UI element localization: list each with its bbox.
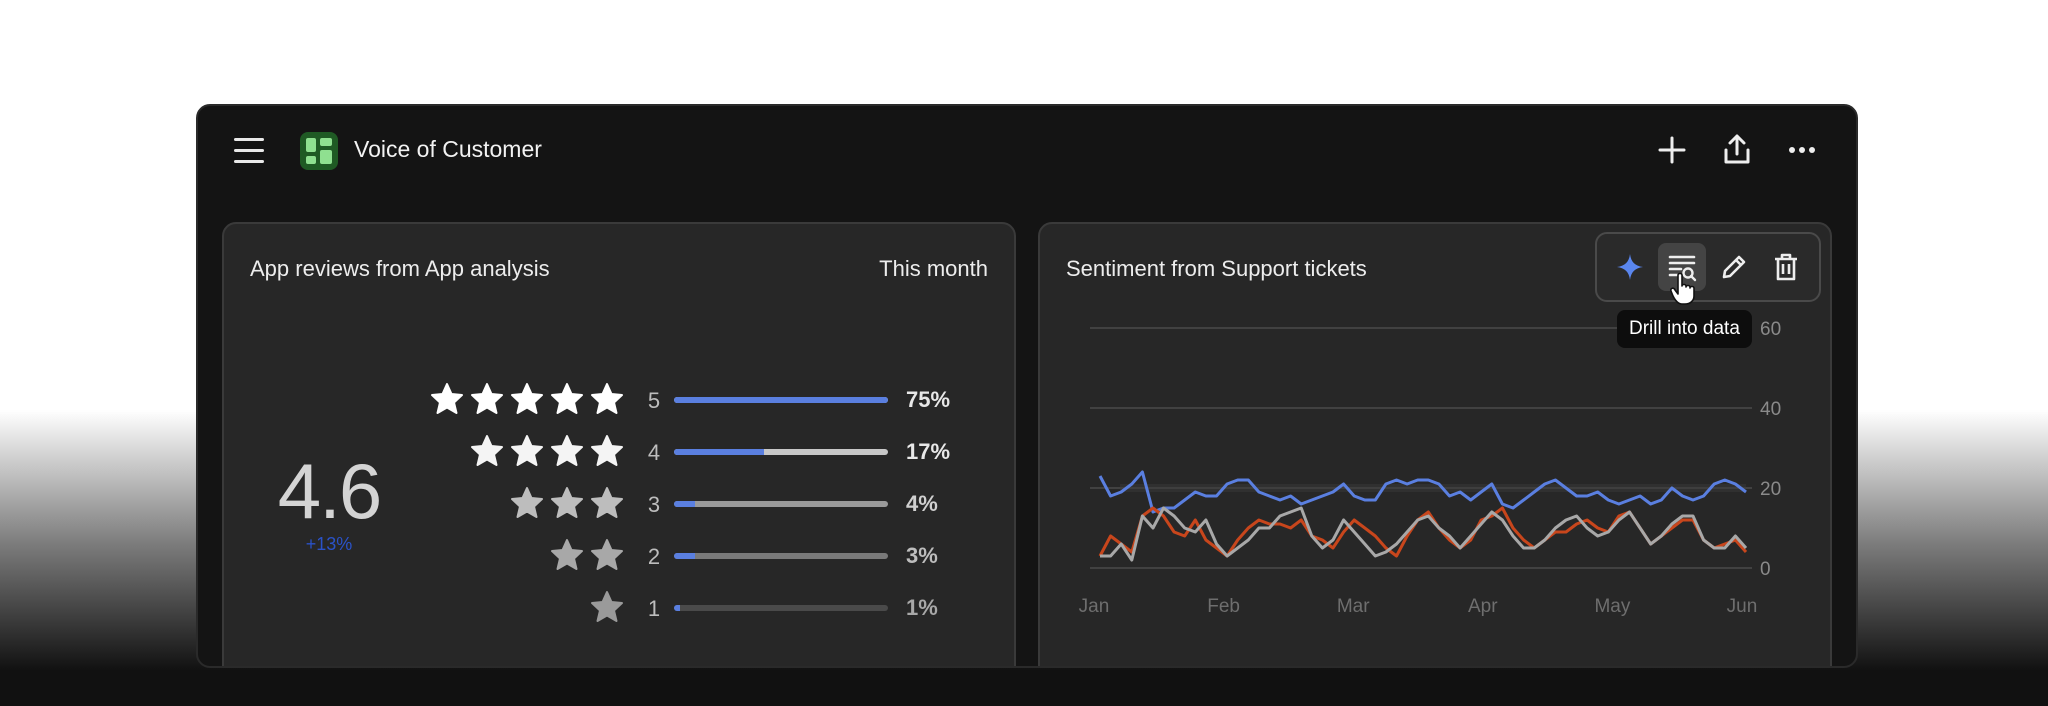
rating-bar-fill [674,449,764,455]
star-icon [551,539,583,570]
star-icon [591,591,623,622]
y-tick-label: 0 [1760,559,1771,580]
star-icon [471,383,503,414]
star-icon [431,383,463,414]
star-icon [551,435,583,466]
edit-pencil-icon[interactable] [1710,243,1758,291]
star-count-label: 1 [647,596,661,621]
star-icon [591,487,623,518]
star-icon [471,435,503,466]
y-tick-label: 60 [1760,319,1781,340]
rating-change: +13% [305,534,353,554]
delete-trash-icon[interactable] [1762,243,1810,291]
dashboard-logo-icon [300,132,338,170]
star-icon [551,383,583,414]
rating-bar [674,553,888,559]
hand-cursor-icon [1670,272,1695,305]
star-count-label: 3 [647,492,661,517]
rating-bar-fill [674,501,696,507]
app-reviews-card[interactable]: App reviews from App analysis This month… [222,222,1016,666]
x-tick-label: Apr [1468,596,1498,617]
star-icon [511,435,543,466]
star-icon [551,487,583,518]
x-tick-label: Jun [1727,596,1758,617]
rating-percent: 4% [906,491,938,516]
rating-bar [674,397,888,403]
rating-row: 3 4% [404,486,984,522]
star-group [430,382,624,418]
date-range-label[interactable]: This month [879,256,988,281]
star-group [550,538,624,574]
top-bar: Voice of Customer [198,106,1856,198]
plus-icon[interactable] [1652,130,1692,170]
menu-icon[interactable] [234,138,264,164]
rating-row: 2 3% [404,538,984,574]
star-count-label: 2 [647,544,661,569]
average-rating: 4.6 [277,447,382,535]
y-tick-label: 40 [1760,399,1781,420]
rating-percent: 17% [906,439,951,464]
star-count-label: 5 [647,388,661,413]
app-window: Voice of Customer App reviews from App a… [196,104,1858,668]
rating-bar-fill [674,397,888,403]
x-tick-label: Feb [1207,596,1240,617]
y-tick-label: 20 [1760,479,1781,500]
rating-row: 1 1% [404,590,984,626]
star-count-label: 4 [647,440,661,465]
star-icon [511,383,543,414]
reference-band [1120,484,1746,492]
star-icon [591,383,623,414]
star-icon [591,435,623,466]
star-group [510,486,624,522]
rating-bar [674,501,888,507]
tooltip: Drill into data [1617,310,1752,348]
card-title: Sentiment from Support tickets [1066,256,1367,281]
x-tick-label: Mar [1337,596,1370,617]
rating-percent: 3% [906,543,938,568]
series-line [1100,506,1748,562]
sentiment-line-chart: 0 20 40 60 Jan Feb Mar Apr May Jun [1079,319,1781,617]
star-icon [591,539,623,570]
more-icon[interactable] [1782,130,1822,170]
x-tick-label: May [1594,596,1630,617]
star-group [470,434,624,470]
star-group [590,590,624,626]
share-icon[interactable] [1717,130,1757,170]
rating-row: 4 17% [404,434,984,470]
rating-bar [674,449,888,455]
x-tick-label: Jan [1079,596,1110,617]
app-title: Voice of Customer [354,136,542,162]
star-icon [511,487,543,518]
rating-bar-fill [674,553,696,559]
rating-percent: 1% [906,595,938,620]
series-line [1098,470,1747,514]
ai-sparkle-icon[interactable] [1606,243,1654,291]
card-title: App reviews from App analysis [250,256,550,281]
rating-percent: 75% [906,387,951,412]
rating-bar-fill [674,605,681,611]
rating-row: 5 75% [404,382,984,418]
rating-bar [674,605,888,611]
card-toolbar [1595,232,1821,302]
